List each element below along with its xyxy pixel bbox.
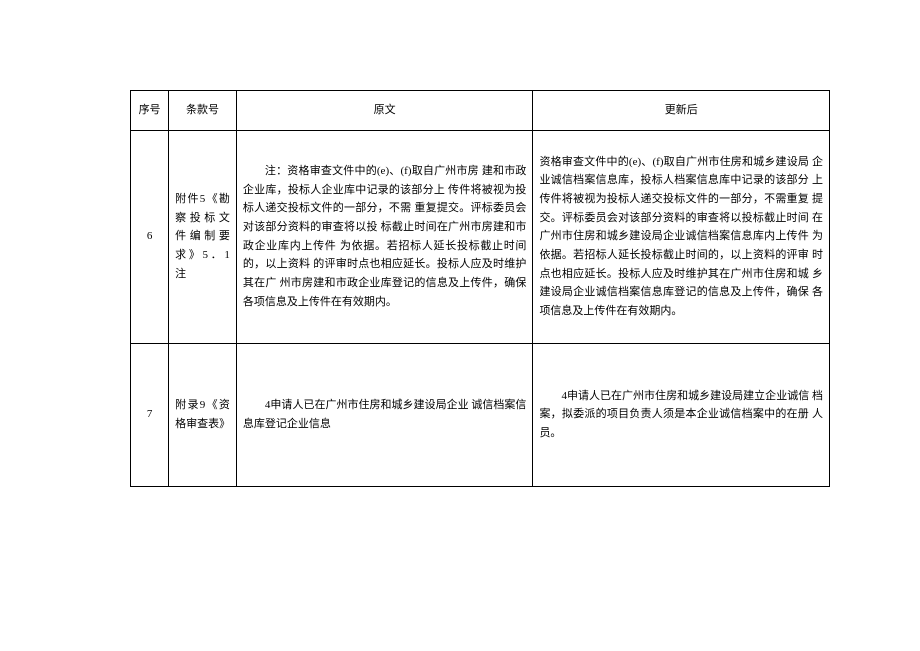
document-page: 序号 条款号 原文 更新后 6 附件5《勘察投标文件编制要求》5．1注 注：资格… — [0, 0, 920, 517]
table-row: 7 附录9《资格审查表》 4申请人已在广州市住房和城乡建设局企业 诚信档案信息库… — [131, 343, 830, 486]
cell-original: 4申请人已在广州市住房和城乡建设局企业 诚信档案信息库登记企业信息 — [236, 343, 533, 486]
cell-original: 注：资格审查文件中的(e)、(f)取自广州市房 建和市政企业库，投标人企业库中记… — [236, 130, 533, 343]
header-clause: 条款号 — [169, 91, 237, 131]
header-updated: 更新后 — [533, 91, 830, 131]
header-seq: 序号 — [131, 91, 169, 131]
cell-updated: 资格审查文件中的(e)、(f)取自广州市住房和城乡建设局 企业诚信档案信息库，投… — [533, 130, 830, 343]
cell-seq: 6 — [131, 130, 169, 343]
cell-seq: 7 — [131, 343, 169, 486]
cell-clause: 附录9《资格审查表》 — [169, 343, 237, 486]
table-row: 6 附件5《勘察投标文件编制要求》5．1注 注：资格审查文件中的(e)、(f)取… — [131, 130, 830, 343]
content-table: 序号 条款号 原文 更新后 6 附件5《勘察投标文件编制要求》5．1注 注：资格… — [130, 90, 830, 487]
cell-updated: 4申请人已在广州市住房和城乡建设局建立企业诚信 档案，拟委派的项目负责人须是本企… — [533, 343, 830, 486]
cell-clause: 附件5《勘察投标文件编制要求》5．1注 — [169, 130, 237, 343]
table-header-row: 序号 条款号 原文 更新后 — [131, 91, 830, 131]
header-original: 原文 — [236, 91, 533, 131]
